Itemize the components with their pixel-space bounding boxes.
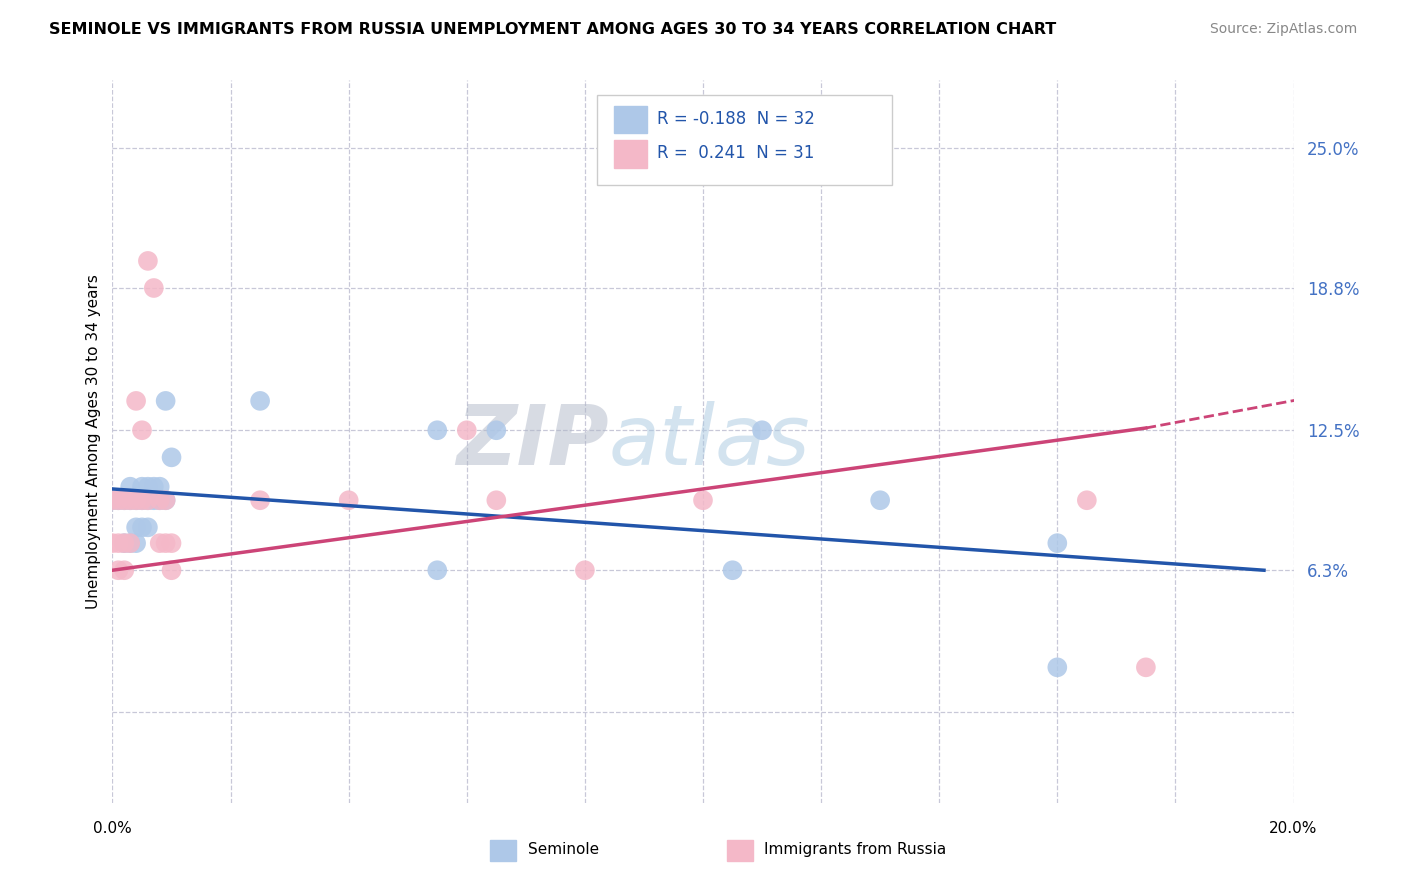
- Point: [112, 536, 135, 550]
- Point: [107, 493, 129, 508]
- Point: [155, 493, 177, 508]
- Point: [142, 281, 165, 295]
- Point: [160, 450, 183, 465]
- Point: [131, 423, 153, 437]
- Point: [1135, 660, 1157, 674]
- Text: ZIP: ZIP: [456, 401, 609, 482]
- Bar: [491, 840, 516, 861]
- Point: [131, 493, 153, 508]
- Text: atlas: atlas: [609, 401, 810, 482]
- Point: [142, 480, 165, 494]
- Point: [1046, 536, 1069, 550]
- Bar: [727, 840, 752, 861]
- Point: [125, 493, 148, 508]
- Point: [131, 493, 153, 508]
- Point: [426, 563, 449, 577]
- Point: [142, 493, 165, 508]
- Point: [125, 493, 148, 508]
- Point: [120, 536, 142, 550]
- Bar: [614, 140, 648, 168]
- Point: [125, 520, 148, 534]
- Point: [149, 493, 172, 508]
- Y-axis label: Unemployment Among Ages 30 to 34 years: Unemployment Among Ages 30 to 34 years: [86, 274, 101, 609]
- Point: [101, 493, 124, 508]
- Point: [136, 480, 159, 494]
- Point: [136, 253, 159, 268]
- Point: [149, 536, 172, 550]
- Point: [155, 493, 177, 508]
- Point: [721, 563, 744, 577]
- Point: [751, 423, 773, 437]
- Point: [125, 536, 148, 550]
- Point: [574, 563, 596, 577]
- Point: [112, 563, 135, 577]
- Point: [136, 493, 159, 508]
- Point: [112, 493, 135, 508]
- Point: [1046, 660, 1069, 674]
- Point: [107, 536, 129, 550]
- Point: [456, 423, 478, 437]
- Point: [131, 480, 153, 494]
- Point: [692, 493, 714, 508]
- Text: R = -0.188  N = 32: R = -0.188 N = 32: [657, 110, 815, 128]
- Text: 0.0%: 0.0%: [93, 821, 132, 836]
- Point: [136, 520, 159, 534]
- Point: [160, 563, 183, 577]
- Text: Immigrants from Russia: Immigrants from Russia: [765, 842, 946, 857]
- Text: Source: ZipAtlas.com: Source: ZipAtlas.com: [1209, 22, 1357, 37]
- Bar: [614, 105, 648, 133]
- Point: [101, 493, 124, 508]
- Text: Seminole: Seminole: [529, 842, 599, 857]
- Point: [131, 520, 153, 534]
- Point: [426, 423, 449, 437]
- Point: [120, 480, 142, 494]
- Point: [155, 393, 177, 408]
- Point: [485, 493, 508, 508]
- Point: [485, 423, 508, 437]
- Point: [149, 493, 172, 508]
- Point: [136, 493, 159, 508]
- Point: [160, 536, 183, 550]
- Point: [120, 493, 142, 508]
- Point: [107, 493, 129, 508]
- Point: [337, 493, 360, 508]
- Point: [149, 480, 172, 494]
- Point: [249, 393, 271, 408]
- Point: [120, 536, 142, 550]
- Point: [112, 493, 135, 508]
- Point: [869, 493, 891, 508]
- Text: R =  0.241  N = 31: R = 0.241 N = 31: [657, 145, 814, 162]
- FancyBboxPatch shape: [596, 95, 891, 185]
- Point: [101, 536, 124, 550]
- Text: SEMINOLE VS IMMIGRANTS FROM RUSSIA UNEMPLOYMENT AMONG AGES 30 TO 34 YEARS CORREL: SEMINOLE VS IMMIGRANTS FROM RUSSIA UNEMP…: [49, 22, 1056, 37]
- Point: [120, 493, 142, 508]
- Text: 20.0%: 20.0%: [1270, 821, 1317, 836]
- Point: [107, 563, 129, 577]
- Point: [155, 536, 177, 550]
- Point: [1076, 493, 1098, 508]
- Point: [249, 493, 271, 508]
- Point: [112, 536, 135, 550]
- Point: [125, 393, 148, 408]
